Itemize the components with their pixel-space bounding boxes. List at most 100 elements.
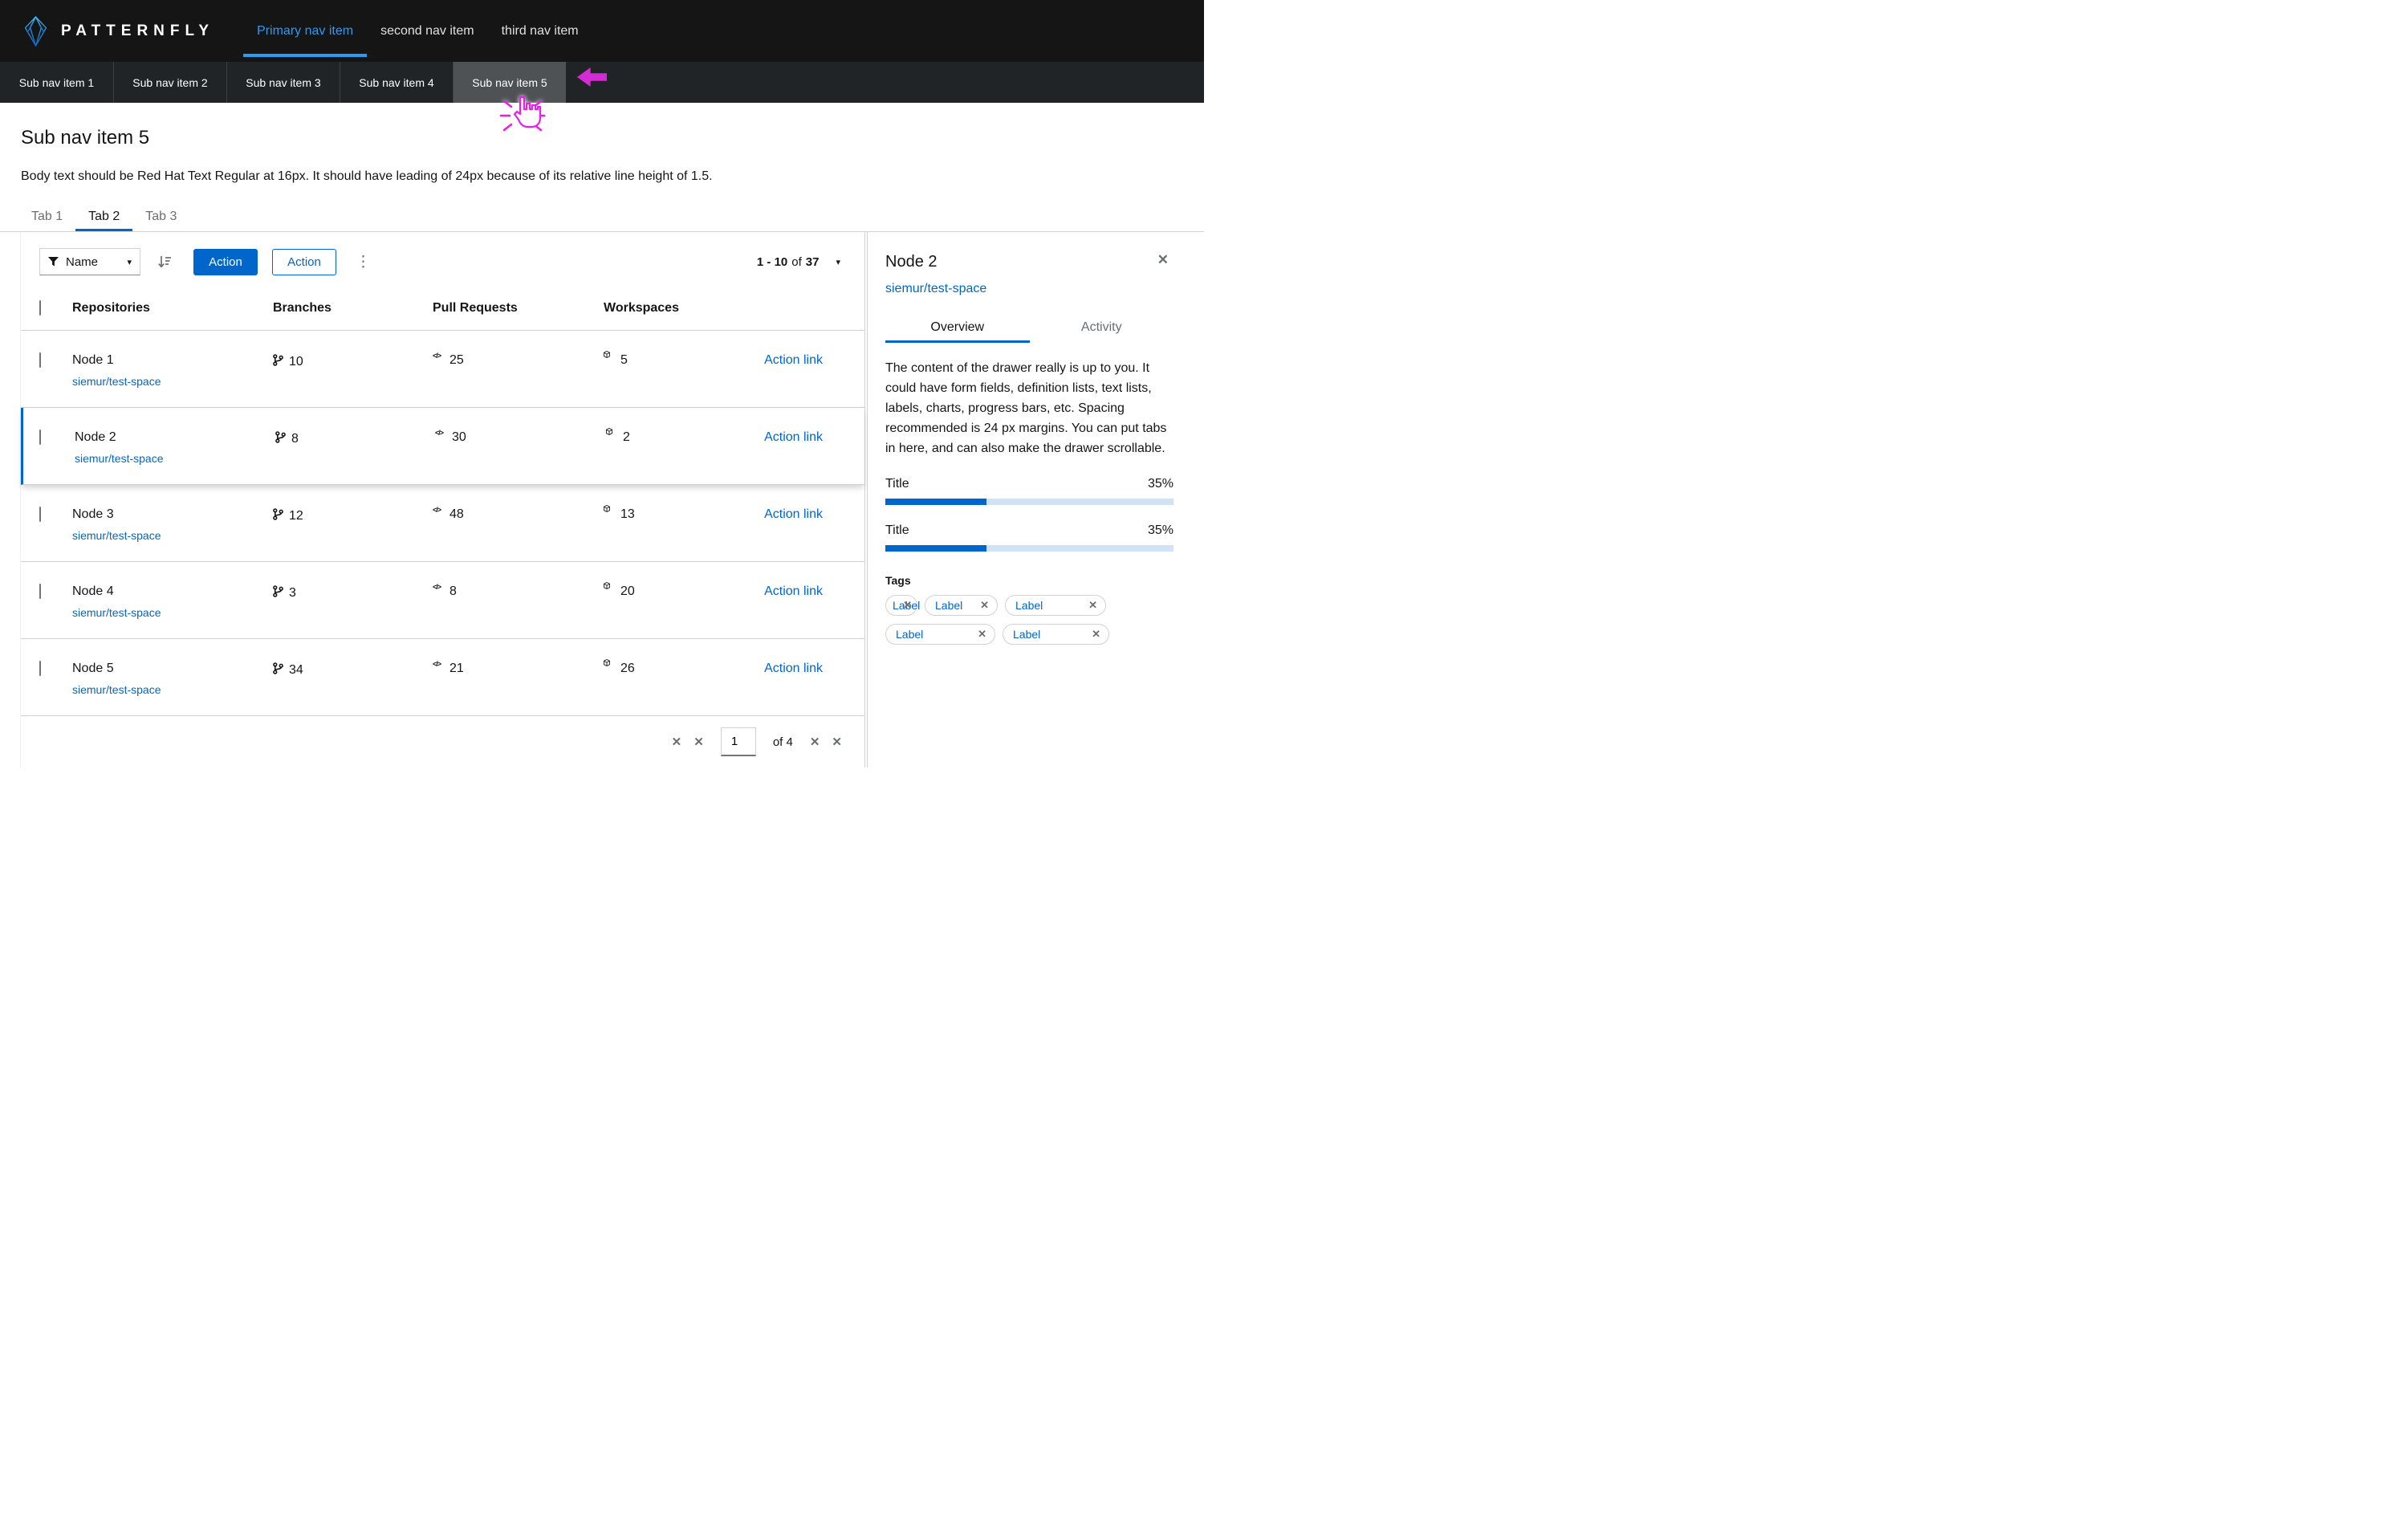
workspaces-count: 20 bbox=[620, 584, 635, 599]
primary-nav: Primary nav item second nav item third n… bbox=[243, 0, 592, 62]
select-all-checkbox[interactable] bbox=[39, 300, 41, 316]
code-icon: </> bbox=[433, 352, 441, 360]
progress-bar bbox=[885, 499, 1173, 505]
patternfly-logo-icon bbox=[23, 15, 48, 47]
drawer-tab-overview[interactable]: Overview bbox=[885, 314, 1030, 343]
row-action-link[interactable]: Action link bbox=[764, 430, 823, 444]
primary-action-button[interactable]: Action bbox=[193, 249, 258, 275]
branches-count: 3 bbox=[289, 586, 296, 601]
page-count-label: of 4 bbox=[773, 735, 793, 749]
workspaces-count: 5 bbox=[620, 353, 628, 368]
repo-space-link[interactable]: siemur/test-space bbox=[72, 606, 161, 619]
pulls-count: 25 bbox=[449, 353, 464, 368]
progress-value: 35% bbox=[1148, 477, 1173, 491]
subnav-item-3[interactable]: Sub nav item 3 bbox=[226, 62, 340, 103]
nav-item-third[interactable]: third nav item bbox=[488, 0, 592, 62]
tag-chip: Label ✕ bbox=[885, 624, 995, 645]
row-action-link[interactable]: Action link bbox=[764, 353, 823, 367]
subnav-item-4[interactable]: Sub nav item 4 bbox=[340, 62, 453, 103]
brand-name: PATTERNFLY bbox=[61, 22, 214, 40]
tag-remove-icon[interactable]: ✕ bbox=[1092, 628, 1100, 641]
repo-space-link[interactable]: siemur/test-space bbox=[75, 452, 163, 465]
row-action-link[interactable]: Action link bbox=[764, 662, 823, 675]
table-row[interactable]: Node 1 siemur/test-space 10 </> 25 5 Acti… bbox=[21, 331, 864, 408]
kebab-menu-button[interactable]: ⋮ bbox=[356, 254, 371, 270]
branches-count: 10 bbox=[289, 355, 303, 369]
pulls-count: 48 bbox=[449, 507, 464, 522]
drawer-space-link[interactable]: siemur/test-space bbox=[885, 282, 986, 296]
subnav-item-1[interactable]: Sub nav item 1 bbox=[0, 62, 113, 103]
nav-item-second[interactable]: second nav item bbox=[367, 0, 488, 62]
code-branch-icon bbox=[273, 508, 283, 524]
page-body-text: Body text should be Red Hat Text Regular… bbox=[21, 167, 1204, 186]
sort-button[interactable] bbox=[158, 256, 171, 268]
progress-item: Title 35% bbox=[885, 523, 1173, 552]
tag-remove-icon[interactable]: ✕ bbox=[1088, 599, 1097, 612]
row-checkbox[interactable] bbox=[39, 584, 41, 599]
branches-count: 12 bbox=[289, 509, 303, 523]
repo-name: Node 2 bbox=[75, 430, 116, 444]
row-action-link[interactable]: Action link bbox=[764, 507, 823, 521]
subnav-item-5[interactable]: Sub nav item 5 bbox=[453, 62, 566, 103]
workspaces-count: 13 bbox=[620, 507, 635, 522]
filter-select-value: Name bbox=[66, 255, 98, 269]
table-row[interactable]: Node 3 siemur/test-space 12 </>48 13 Act… bbox=[21, 485, 864, 562]
bottom-pagination: ✕ ✕ of 4 ✕ ✕ bbox=[21, 716, 864, 768]
progress-bar-fill bbox=[885, 499, 986, 505]
table-row[interactable]: Node 4 siemur/test-space 3 </>8 20 Actio… bbox=[21, 562, 864, 639]
code-branch-icon bbox=[275, 431, 286, 447]
kebab-icon: ⋮ bbox=[356, 254, 371, 270]
sub-nav: Sub nav item 1 Sub nav item 2 Sub nav it… bbox=[0, 62, 1204, 103]
drawer-tab-activity[interactable]: Activity bbox=[1030, 314, 1174, 343]
previous-page-button[interactable]: ✕ bbox=[694, 735, 704, 749]
tab-3[interactable]: Tab 3 bbox=[132, 204, 189, 231]
progress-value: 35% bbox=[1148, 523, 1173, 538]
tag-remove-icon[interactable]: ✕ bbox=[980, 599, 989, 612]
repo-space-link[interactable]: siemur/test-space bbox=[72, 683, 161, 696]
current-page-input[interactable] bbox=[721, 727, 756, 756]
sort-icon bbox=[158, 256, 171, 268]
code-branch-icon bbox=[273, 354, 283, 370]
pulls-count: 21 bbox=[449, 662, 464, 676]
row-checkbox[interactable] bbox=[39, 661, 41, 676]
column-header-branches: Branches bbox=[273, 291, 433, 316]
cube-icon bbox=[606, 425, 612, 439]
table-row[interactable]: Node 5 siemur/test-space 34 </>21 26 Act… bbox=[21, 639, 864, 716]
tab-2[interactable]: Tab 2 bbox=[75, 204, 132, 231]
row-checkbox[interactable] bbox=[39, 430, 41, 445]
pagination-of: of bbox=[791, 255, 802, 269]
repo-name: Node 4 bbox=[72, 584, 114, 598]
row-checkbox[interactable] bbox=[39, 352, 41, 368]
subnav-item-2[interactable]: Sub nav item 2 bbox=[113, 62, 226, 103]
pagination-total: 37 bbox=[806, 255, 820, 269]
drawer-close-button[interactable]: ✕ bbox=[1157, 253, 1169, 267]
brand: PATTERNFLY bbox=[23, 15, 214, 47]
nav-item-primary[interactable]: Primary nav item bbox=[243, 0, 367, 62]
repo-space-link[interactable]: siemur/test-space bbox=[72, 375, 161, 388]
repo-name: Node 1 bbox=[72, 353, 114, 367]
last-page-button[interactable]: ✕ bbox=[832, 735, 842, 749]
first-page-button[interactable]: ✕ bbox=[672, 735, 682, 749]
tag-remove-icon[interactable]: ✕ bbox=[978, 628, 986, 641]
close-icon: ✕ bbox=[1157, 252, 1169, 267]
next-page-button[interactable]: ✕ bbox=[810, 735, 820, 749]
progress-label: Title bbox=[885, 477, 909, 491]
column-header-repositories: Repositories bbox=[72, 291, 273, 316]
tag-label: Label bbox=[1015, 599, 1043, 612]
filter-select[interactable]: Name ▾ bbox=[39, 248, 140, 275]
tag-chip: Label ✕ bbox=[925, 595, 998, 616]
table-card: Name ▾ Action Acti bbox=[20, 232, 865, 768]
progress-bar bbox=[885, 545, 1173, 552]
row-action-link[interactable]: Action link bbox=[764, 584, 823, 598]
tab-1[interactable]: Tab 1 bbox=[18, 204, 75, 231]
pagination-menu[interactable]: 1 - 10 of 37 ▾ bbox=[757, 255, 840, 269]
pagination-range: 1 - 10 bbox=[757, 255, 787, 269]
tag-remove-icon[interactable]: ✕ bbox=[903, 599, 912, 612]
secondary-action-button[interactable]: Action bbox=[272, 249, 336, 275]
masthead: PATTERNFLY Primary nav item second nav i… bbox=[0, 0, 1204, 62]
row-checkbox[interactable] bbox=[39, 507, 41, 522]
content-tabs: Tab 1 Tab 2 Tab 3 bbox=[18, 204, 1204, 231]
tag-chip: Label ✕ bbox=[1003, 624, 1109, 645]
table-row-selected[interactable]: Node 2 siemur/test-space 8 </>30 2 Actio… bbox=[21, 408, 864, 485]
repo-space-link[interactable]: siemur/test-space bbox=[72, 529, 161, 542]
